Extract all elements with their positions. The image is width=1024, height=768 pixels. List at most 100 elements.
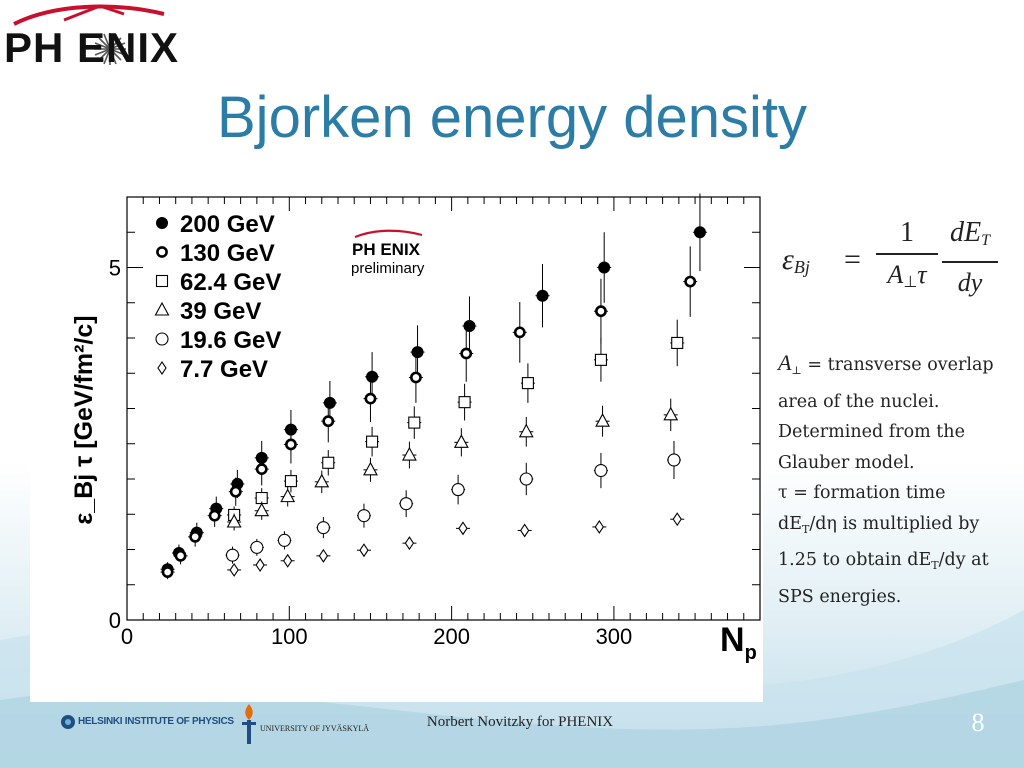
jyvaskyla-university-logo: UNIVERSITY OF JYVÄSKYLÄ	[240, 702, 370, 746]
legend-marker	[156, 246, 168, 258]
legend-marker	[157, 361, 167, 375]
data-point	[316, 521, 330, 535]
data-point	[463, 320, 476, 333]
legend-label: 39 GeV	[180, 298, 261, 325]
data-point	[250, 540, 264, 554]
inset-preliminary: preliminary	[351, 260, 425, 277]
data-point	[357, 509, 371, 523]
data-point	[595, 305, 607, 318]
data-point	[174, 549, 187, 562]
data-point	[283, 553, 293, 568]
data-point	[451, 483, 465, 497]
data-point	[366, 370, 379, 383]
logo-wordmark: PH ENIX	[4, 24, 180, 71]
data-point	[410, 371, 422, 384]
data-point	[453, 434, 469, 448]
legend-marker	[155, 274, 169, 288]
data-point	[594, 519, 604, 534]
x-axis-label: Np	[720, 621, 757, 664]
data-point	[518, 423, 534, 438]
data-point	[285, 438, 297, 451]
data-point	[366, 435, 379, 448]
data-point	[458, 521, 468, 536]
note-overlap: A⊥ = transverse overlap area of the nucl…	[778, 350, 994, 473]
data-point	[460, 347, 473, 360]
x-tick-label: 300	[596, 624, 633, 649]
data-point	[225, 548, 240, 562]
inset-logo-text: PH ENIX	[352, 240, 421, 259]
data-point	[595, 413, 610, 427]
data-point	[519, 523, 530, 538]
series-19-6-GeV	[225, 440, 681, 564]
data-point	[208, 509, 221, 522]
data-point	[161, 566, 174, 578]
y-tick-label: 5	[109, 256, 121, 281]
x-axis-label-sub: p	[745, 642, 757, 664]
legend-label: 200 GeV	[180, 211, 275, 238]
data-point	[458, 396, 471, 409]
data-point	[693, 226, 706, 239]
legend-label: 130 GeV	[180, 240, 275, 267]
notes-text: A⊥ = transverse overlap area of the nucl…	[778, 348, 1010, 612]
data-point	[189, 530, 202, 543]
formula-fraction-2: dET dy	[942, 217, 998, 299]
phenix-logo: PH ENIX	[4, 2, 224, 74]
data-point	[314, 473, 330, 488]
data-point	[594, 353, 607, 366]
data-point	[364, 392, 377, 405]
legend-label: 62.4 GeV	[180, 269, 281, 296]
data-point	[322, 415, 335, 428]
data-point	[401, 446, 417, 461]
data-point	[229, 485, 242, 498]
data-point	[663, 406, 679, 421]
note-tau: τ = formation time	[778, 483, 946, 503]
y-tick-label: 0	[109, 608, 121, 633]
y-axis-label: ε_Bj τ [GeV/fm²/c]	[70, 315, 98, 524]
data-point	[598, 261, 611, 274]
data-point	[671, 336, 684, 349]
chart-axes: 0 100 200 300 0 5 Np ε_Bj τ [GeV/fm²/c]	[70, 196, 761, 664]
legend-label: 19.6 GeV	[180, 327, 281, 354]
slide-number: 8	[971, 708, 985, 737]
data-point	[284, 475, 297, 488]
data-point	[255, 558, 265, 573]
data-point	[411, 346, 424, 359]
inset-logo-arc	[354, 229, 423, 239]
series-130-GeV	[160, 246, 698, 580]
x-tick-label: 100	[271, 624, 308, 649]
helsinki-institute-logo: HELSINKI INSTITUTE OF PHYSICS	[58, 712, 234, 734]
data-point	[404, 536, 415, 551]
legend-label: 7.7 GeV	[180, 356, 268, 383]
note-det: dET/dη is multiplied by 1.25 to obtain d…	[778, 513, 989, 607]
data-point	[322, 456, 335, 469]
data-point	[280, 488, 296, 503]
data-point	[226, 513, 242, 528]
data-point	[684, 275, 697, 288]
data-point	[255, 463, 268, 476]
series-7-7-GeV	[227, 512, 685, 577]
chart-marks	[160, 193, 707, 580]
legend-marker	[155, 332, 169, 346]
data-point	[521, 377, 534, 390]
chart-panel: 0 100 200 300 0 5 Np ε_Bj τ [GeV/fm²/c] 200 GeV…	[30, 185, 763, 702]
x-tick-label: 200	[433, 624, 470, 649]
formula-panel: εBj = 1 A⊥τ dET dy	[766, 197, 1006, 313]
formula-fraction-1: 1 A⊥τ	[876, 217, 938, 299]
data-point	[408, 416, 421, 429]
data-point	[323, 396, 336, 409]
legend-marker	[156, 217, 168, 229]
data-point	[254, 502, 270, 517]
formula-lhs: εBj	[782, 243, 810, 277]
data-point	[513, 326, 526, 339]
data-point	[536, 289, 549, 302]
data-point	[363, 461, 378, 476]
data-point	[667, 453, 681, 467]
slide-title: Bjorken energy density	[217, 85, 807, 150]
formula-equals: =	[844, 243, 861, 276]
energy-density-chart: 0 100 200 300 0 5 Np ε_Bj τ [GeV/fm²/c] 200 GeV…	[70, 193, 761, 664]
data-point	[519, 472, 533, 486]
data-point	[277, 533, 291, 547]
data-point	[229, 562, 239, 577]
